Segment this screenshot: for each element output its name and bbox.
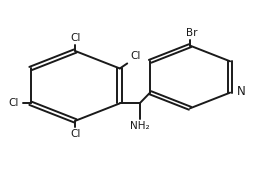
Text: NH₂: NH₂: [130, 121, 149, 131]
Text: Br: Br: [186, 28, 197, 38]
Text: Cl: Cl: [8, 98, 19, 108]
Text: N: N: [237, 85, 246, 98]
Text: Cl: Cl: [70, 129, 81, 139]
Text: Cl: Cl: [130, 51, 141, 61]
Text: Cl: Cl: [70, 33, 81, 43]
